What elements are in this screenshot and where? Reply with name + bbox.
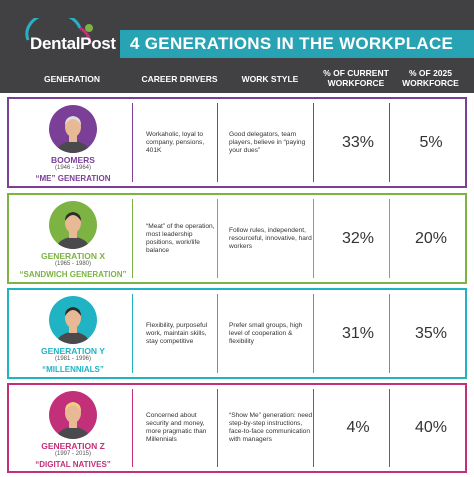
cell-divider bbox=[389, 294, 390, 373]
current-workforce: 33% bbox=[341, 133, 375, 151]
career-drivers: “Meat” of the operation, most leadership… bbox=[146, 222, 215, 254]
cell-divider bbox=[132, 199, 133, 278]
generation-row: GENERATION Z (1997 - 2015) “DIGITAL NATIVE… bbox=[7, 383, 467, 473]
generation-years: (1946 - 1964) bbox=[54, 165, 92, 171]
cell-divider bbox=[389, 103, 390, 182]
generation-years: (1965 - 1980) bbox=[54, 261, 92, 267]
generation-nickname: “ME” GENERATION bbox=[35, 174, 111, 183]
column-header: % OF CURRENT WORKFORCE bbox=[323, 68, 389, 88]
generation-name: GENERATION Y bbox=[41, 346, 105, 356]
current-workforce: 31% bbox=[341, 324, 375, 342]
career-drivers: Workaholic, loyal to company, pensions, … bbox=[146, 130, 205, 154]
avatar bbox=[49, 201, 97, 249]
work-style: Prefer small groups, high level of coope… bbox=[229, 321, 303, 345]
generation-years: (1981 - 1996) bbox=[54, 356, 92, 362]
logo-swoosh bbox=[25, 18, 93, 45]
generation-years: (1997 - 2015) bbox=[54, 451, 92, 457]
cell-divider bbox=[217, 103, 218, 182]
avatar bbox=[49, 105, 97, 153]
generation-name: BOOMERS bbox=[51, 155, 95, 165]
avatar bbox=[49, 296, 97, 344]
cell-divider bbox=[132, 294, 133, 373]
generation-row: GENERATION X (1965 - 1980) “SANDWICH GENER… bbox=[7, 193, 467, 284]
cell-divider bbox=[313, 389, 314, 467]
current-workforce: 4% bbox=[346, 419, 370, 436]
generation-row: GENERATION Y (1981 - 1996) “MILLENNIALS” Fl… bbox=[7, 288, 467, 379]
generation-row: BOOMERS (1946 - 1964) “ME” GENERATION Worka… bbox=[7, 97, 467, 188]
future-workforce: 35% bbox=[414, 324, 448, 342]
cell-divider bbox=[389, 199, 390, 278]
generation-nickname: “SANDWICH GENERATION” bbox=[19, 270, 127, 279]
generation-nickname: “DIGITAL NATIVES” bbox=[35, 460, 111, 469]
work-style: “Show Me” generation: need step-by-step … bbox=[229, 412, 313, 443]
generation-name: GENERATION X bbox=[40, 251, 106, 261]
cell-divider bbox=[313, 294, 314, 373]
future-workforce: 40% bbox=[414, 419, 448, 436]
cell-divider bbox=[217, 294, 218, 373]
avatar bbox=[49, 391, 97, 439]
column-header: GENERATION bbox=[43, 74, 101, 84]
cell-divider bbox=[389, 389, 390, 467]
cell-divider bbox=[313, 103, 314, 182]
column-header: CAREER DRIVERS bbox=[141, 74, 218, 84]
current-workforce: 32% bbox=[341, 229, 375, 247]
title: 4 GENERATIONS IN THE WORKPLACE bbox=[130, 34, 454, 53]
career-drivers: Concerned about security and money, more… bbox=[146, 412, 207, 443]
cell-divider bbox=[132, 103, 133, 182]
work-style: Good delegators, team players, believe i… bbox=[229, 130, 306, 154]
column-header: % OF 2025 WORKFORCE bbox=[402, 68, 459, 88]
generation-nickname: “MILLENNIALS” bbox=[42, 365, 104, 374]
generation-name: GENERATION Z bbox=[41, 441, 105, 451]
cell-divider bbox=[313, 199, 314, 278]
logo: DentalPost bbox=[30, 34, 116, 53]
column-header: WORK STYLE bbox=[241, 74, 299, 84]
future-workforce: 20% bbox=[414, 229, 448, 247]
cell-divider bbox=[217, 199, 218, 278]
work-style: Follow rules, independent, resourceful, … bbox=[229, 226, 312, 250]
cell-divider bbox=[132, 389, 133, 467]
future-workforce: 5% bbox=[419, 133, 443, 151]
title-banner bbox=[120, 30, 474, 58]
cell-divider bbox=[217, 389, 218, 467]
career-drivers: Flexibility, purposeful work, maintain s… bbox=[146, 321, 208, 345]
